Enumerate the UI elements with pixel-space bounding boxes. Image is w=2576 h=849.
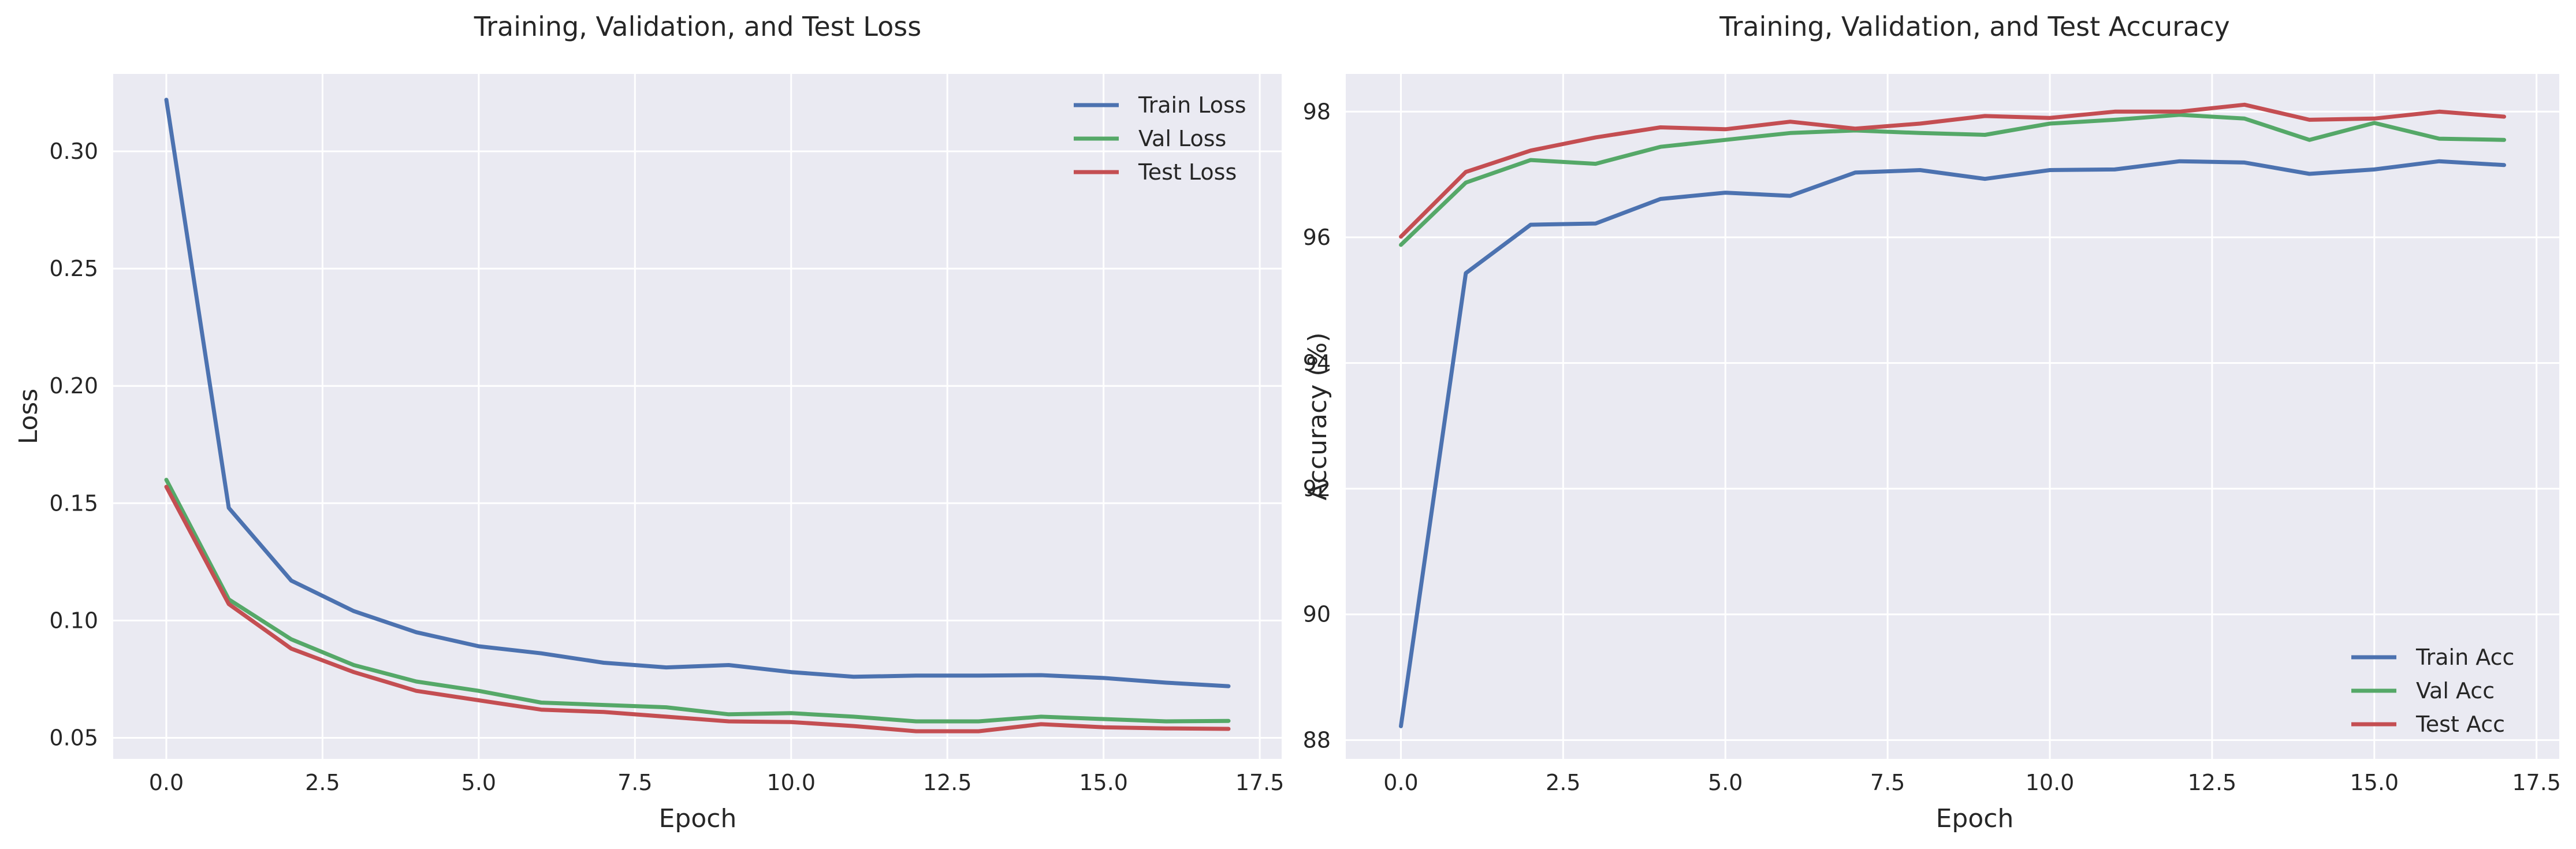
loss-legend-label-val-loss: Val Loss <box>1138 126 1226 151</box>
accuracy-chart: Training, Validation, and Test Accuracy … <box>1303 11 2561 833</box>
accuracy-y-tick-label: 92 <box>1303 476 1331 501</box>
accuracy-x-tick-label: 5.0 <box>1708 770 1743 795</box>
accuracy-series-lines <box>1399 102 2506 728</box>
accuracy-x-tick-label: 12.5 <box>2188 770 2237 795</box>
loss-y-tick-label: 0.05 <box>49 725 98 750</box>
accuracy-legend-label-val-acc: Val Acc <box>2416 678 2495 703</box>
loss-y-tick-label: 0.15 <box>49 490 98 516</box>
accuracy-tick-labels: 0.0 2.5 5.0 7.5 10.0 12.5 15.0 17.5 88 90 92 94 96 98 <box>1303 99 2561 795</box>
loss-line-test-loss <box>164 485 1231 733</box>
loss-x-tick-label: 17.5 <box>1235 770 1285 795</box>
accuracy-y-tick-label: 90 <box>1303 602 1331 627</box>
loss-y-tick-label: 0.20 <box>49 373 98 399</box>
loss-chart: Training, Validation, and Test Loss 0.0 2… <box>14 11 1284 833</box>
accuracy-x-axis-label: Epoch <box>1936 804 2014 833</box>
accuracy-line-train-acc <box>1399 159 2506 728</box>
loss-chart-title: Training, Validation, and Test Loss <box>474 11 921 42</box>
loss-y-tick-label: 0.10 <box>49 608 98 633</box>
loss-plot-area <box>113 74 1282 759</box>
accuracy-x-tick-label: 0.0 <box>1383 770 1418 795</box>
loss-legend: Train Loss Val Loss Test Loss <box>1074 92 1246 185</box>
loss-tick-labels: 0.0 2.5 5.0 7.5 10.0 12.5 15.0 17.5 0.05 0.10 0.15… <box>49 139 1284 795</box>
accuracy-legend-label-train-acc: Train Acc <box>2415 645 2514 670</box>
loss-x-tick-label: 7.5 <box>617 770 652 795</box>
accuracy-x-tick-label: 10.0 <box>2026 770 2075 795</box>
loss-x-tick-label: 10.0 <box>766 770 816 795</box>
loss-grid <box>113 74 1282 759</box>
loss-x-tick-label: 2.5 <box>305 770 340 795</box>
loss-series-lines <box>164 98 1231 733</box>
loss-y-tick-label: 0.25 <box>49 256 98 281</box>
accuracy-y-axis-label: Accuracy (%) <box>1303 332 1332 500</box>
loss-line-train-loss <box>164 98 1231 688</box>
loss-x-tick-label: 15.0 <box>1079 770 1128 795</box>
loss-x-tick-label: 5.0 <box>461 770 496 795</box>
accuracy-line-val-acc <box>1399 113 2506 247</box>
accuracy-plot-area <box>1346 74 2559 759</box>
accuracy-y-tick-label: 94 <box>1303 351 1331 376</box>
accuracy-y-tick-label: 88 <box>1303 727 1331 753</box>
loss-line-val-loss <box>164 478 1231 724</box>
accuracy-chart-title: Training, Validation, and Test Accuracy <box>1719 11 2230 42</box>
loss-legend-label-train-loss: Train Loss <box>1138 92 1246 118</box>
loss-legend-label-test-loss: Test Loss <box>1138 159 1237 185</box>
accuracy-grid <box>1346 74 2559 759</box>
accuracy-y-tick-label: 96 <box>1303 225 1331 250</box>
loss-x-tick-label: 12.5 <box>923 770 972 795</box>
loss-y-tick-label: 0.30 <box>49 139 98 164</box>
accuracy-x-tick-label: 15.0 <box>2350 770 2399 795</box>
accuracy-x-tick-label: 2.5 <box>1546 770 1580 795</box>
accuracy-y-tick-label: 98 <box>1303 99 1331 124</box>
loss-x-tick-label: 0.0 <box>149 770 184 795</box>
accuracy-legend-label-test-acc: Test Acc <box>2415 712 2505 737</box>
accuracy-x-tick-label: 7.5 <box>1870 770 1905 795</box>
accuracy-x-tick-label: 17.5 <box>2512 770 2561 795</box>
accuracy-line-test-acc <box>1399 102 2506 239</box>
loss-y-axis-label: Loss <box>14 389 43 445</box>
accuracy-legend: Train Acc Val Acc Test Acc <box>2351 645 2514 737</box>
loss-x-axis-label: Epoch <box>659 804 737 833</box>
